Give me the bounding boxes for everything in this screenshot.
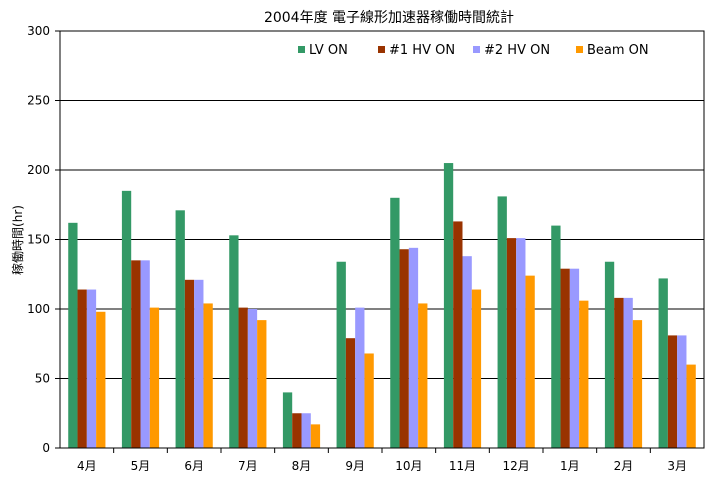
x-tick-label: 8月 xyxy=(292,459,312,473)
x-tick-label: 9月 xyxy=(345,459,365,473)
bar-3月-Beam ON xyxy=(686,364,696,448)
bar-12月-Beam ON xyxy=(525,275,535,448)
legend-swatch xyxy=(576,46,583,53)
bar-4月-#1 HV ON xyxy=(77,289,87,448)
x-tick-label: 7月 xyxy=(238,459,258,473)
y-tick-label: 250 xyxy=(27,94,50,108)
legend-label: #2 HV ON xyxy=(484,43,550,58)
legend-label: LV ON xyxy=(309,43,348,58)
y-tick-label: 0 xyxy=(42,441,50,455)
y-tick-label: 300 xyxy=(27,24,50,38)
x-tick-label: 3月 xyxy=(667,459,687,473)
bar-4月-LV ON xyxy=(68,222,78,448)
bar-9月-Beam ON xyxy=(364,353,374,448)
bar-1月-#2 HV ON xyxy=(569,268,580,448)
bar-3月-LV ON xyxy=(658,278,668,448)
y-tick-label: 150 xyxy=(27,233,50,247)
x-axis-ticks: 4月 5月 6月 7月 8月 9月 10月 11月 12月 1月 2月 3月 xyxy=(77,448,687,473)
legend-swatch xyxy=(298,46,305,53)
bar-7月-LV ON xyxy=(229,235,239,448)
y-tick-label: 50 xyxy=(35,372,50,386)
bars xyxy=(68,163,696,449)
bar-2月-Beam ON xyxy=(632,320,643,448)
x-tick-label: 11月 xyxy=(449,459,476,473)
bar-8月-LV ON xyxy=(282,392,293,448)
y-axis-ticks: 0 50 100 150 200 250 300 xyxy=(27,24,60,455)
bar-1月-Beam ON xyxy=(579,300,589,448)
x-tick-label: 2月 xyxy=(614,459,634,473)
x-tick-label: 5月 xyxy=(131,459,151,473)
x-tick-label: 4月 xyxy=(77,459,97,473)
bar-9月-#1 HV ON xyxy=(345,338,356,448)
bar-3月-#1 HV ON xyxy=(667,335,678,448)
bar-5月-#2 HV ON xyxy=(140,260,150,448)
legend-label: #1 HV ON xyxy=(389,43,455,58)
bar-11月-LV ON xyxy=(443,163,454,449)
chart-title: 2004年度 電子線形加速器稼働時間統計 xyxy=(264,10,514,26)
y-axis-label: 稼働時間(hr) xyxy=(10,205,25,275)
legend-swatch xyxy=(378,46,385,53)
x-tick-label: 10月 xyxy=(395,459,422,473)
bar-7月-#1 HV ON xyxy=(238,307,248,448)
bar-10月-LV ON xyxy=(390,197,400,448)
bar-5月-#1 HV ON xyxy=(131,260,141,448)
y-tick-label: 100 xyxy=(27,302,50,316)
bar-5月-Beam ON xyxy=(149,307,160,448)
legend-label: Beam ON xyxy=(587,43,649,58)
x-tick-label: 6月 xyxy=(184,459,204,473)
bar-5月-LV ON xyxy=(121,190,132,448)
bar-7月-#2 HV ON xyxy=(247,309,258,448)
bar-8月-#2 HV ON xyxy=(301,413,311,448)
bar-11月-#1 HV ON xyxy=(453,221,463,448)
bar-6月-#1 HV ON xyxy=(184,279,195,448)
bar-12月-#1 HV ON xyxy=(506,238,517,448)
y-tick-label: 200 xyxy=(27,163,50,177)
x-tick-label: 1月 xyxy=(560,459,580,473)
bar-10月-Beam ON xyxy=(418,303,428,448)
bar-8月-Beam ON xyxy=(310,424,321,448)
bar-1月-#1 HV ON xyxy=(560,268,570,448)
bar-2月-#1 HV ON xyxy=(614,297,624,448)
bar-9月-LV ON xyxy=(336,261,346,448)
bar-10月-#1 HV ON xyxy=(399,249,409,448)
bar-6月-Beam ON xyxy=(203,303,213,448)
bar-11月-#2 HV ON xyxy=(462,256,472,448)
bar-6月-LV ON xyxy=(175,210,185,448)
bar-6月-#2 HV ON xyxy=(194,279,204,448)
legend-swatch xyxy=(473,46,480,53)
bar-9月-#2 HV ON xyxy=(355,307,365,448)
bar-4月-#2 HV ON xyxy=(86,289,97,448)
bar-3月-#2 HV ON xyxy=(677,335,687,448)
legend: LV ON #1 HV ON #2 HV ON Beam ON xyxy=(298,43,649,58)
bar-7月-Beam ON xyxy=(257,320,267,448)
bar-2月-#2 HV ON xyxy=(623,297,633,448)
bar-12月-#2 HV ON xyxy=(516,238,526,448)
bar-12月-LV ON xyxy=(497,196,507,448)
bar-11月-Beam ON xyxy=(471,289,482,448)
bar-2月-LV ON xyxy=(604,261,615,448)
bar-8月-#1 HV ON xyxy=(292,413,302,448)
bar-4月-Beam ON xyxy=(96,311,106,448)
bar-10月-#2 HV ON xyxy=(408,247,419,448)
gridlines xyxy=(60,100,704,379)
x-tick-label: 12月 xyxy=(503,459,530,473)
bar-1月-LV ON xyxy=(551,225,561,448)
